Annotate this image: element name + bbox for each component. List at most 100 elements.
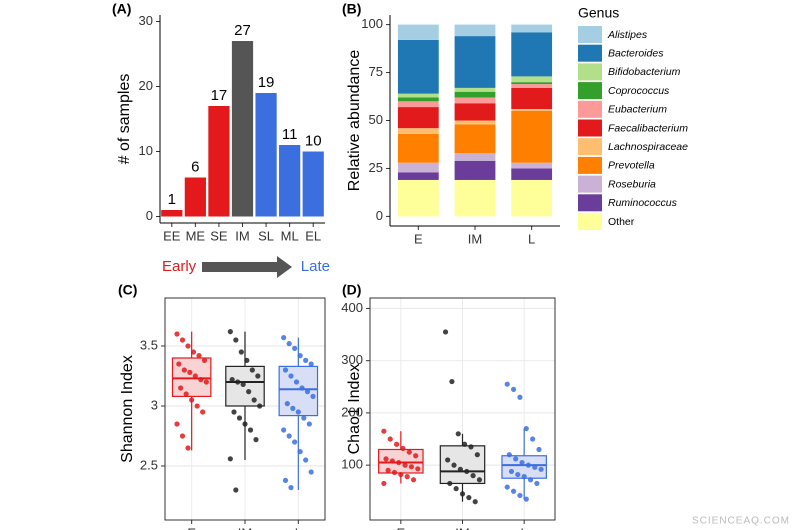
point — [472, 499, 478, 505]
y-tick-label: 20 — [139, 78, 153, 93]
legend-swatch — [578, 119, 602, 137]
point — [281, 335, 287, 341]
box — [278, 365, 319, 417]
point — [174, 331, 180, 337]
point — [474, 452, 480, 458]
legend-swatch — [578, 100, 602, 118]
box — [439, 445, 486, 485]
legend-label: Other — [608, 216, 635, 228]
bar — [255, 93, 277, 217]
x-tick-label: E — [396, 525, 405, 530]
bar-segment — [511, 162, 553, 169]
point — [536, 446, 542, 453]
legend-swatch — [578, 175, 602, 193]
point — [288, 485, 294, 491]
bar-segment — [397, 179, 439, 217]
legend-label: Ruminococcus — [608, 197, 678, 209]
legend-swatch — [578, 213, 602, 230]
point — [253, 437, 259, 443]
bar-segment — [454, 120, 496, 125]
y-tick-label: 10 — [139, 143, 153, 158]
point — [445, 457, 451, 463]
bar-segment — [454, 179, 496, 217]
legend-label: Lachnospiraceae — [608, 141, 688, 153]
bar-segment — [397, 39, 439, 94]
legend-label: Roseburia — [608, 178, 656, 190]
bar — [161, 210, 183, 217]
point — [303, 357, 309, 363]
bar-segment — [397, 107, 439, 129]
value-label: 19 — [258, 74, 275, 91]
point — [293, 379, 300, 385]
point — [521, 474, 527, 480]
bar-segment — [511, 76, 553, 83]
x-tick-label: E — [187, 525, 196, 530]
point — [200, 409, 206, 415]
point — [504, 484, 510, 490]
point — [381, 428, 387, 434]
point — [525, 462, 532, 468]
value-label: 17 — [211, 87, 228, 104]
bar-segment — [397, 172, 439, 180]
bar — [184, 177, 206, 217]
y-tick-label: 3.5 — [140, 337, 158, 352]
y-tick-label: 25 — [369, 160, 383, 175]
x-tick-label: SE — [210, 228, 228, 243]
arrow-head — [277, 256, 292, 278]
bar-segment — [511, 108, 553, 111]
x-tick-label: SL — [258, 228, 274, 243]
point — [464, 468, 470, 475]
point — [510, 386, 517, 393]
point — [227, 456, 233, 462]
point — [236, 415, 243, 421]
point — [249, 367, 255, 373]
x-tick-label: L — [528, 231, 535, 246]
y-axis-label: Shannon Index — [119, 355, 136, 463]
panel-label: (B) — [342, 1, 361, 17]
point — [442, 329, 449, 335]
bar-segment — [454, 91, 496, 98]
bar-segment — [454, 87, 496, 92]
point — [402, 462, 408, 468]
point — [410, 477, 417, 483]
point — [415, 466, 421, 472]
legend-label: Faecalibacterium — [608, 122, 688, 134]
y-tick-label: 100 — [341, 457, 363, 472]
x-tick-label: IM — [235, 228, 249, 243]
point — [189, 397, 195, 403]
point — [297, 353, 303, 359]
bar-segment — [397, 133, 439, 163]
point — [176, 361, 182, 367]
value-label: 27 — [234, 22, 251, 39]
panel-label: (A) — [112, 1, 131, 17]
point — [229, 377, 235, 383]
point — [449, 378, 455, 385]
bar-segment — [397, 93, 439, 98]
value-label: 10 — [305, 132, 322, 149]
point — [455, 431, 461, 437]
bar — [231, 41, 254, 217]
point — [255, 373, 261, 379]
bar-segment — [511, 87, 553, 109]
watermark: SCIENCEAQ.COM — [692, 516, 790, 527]
panel-border — [164, 297, 326, 521]
point — [476, 477, 483, 483]
panel-border — [369, 297, 556, 521]
point — [244, 357, 250, 363]
point — [178, 385, 184, 391]
point — [297, 449, 303, 455]
bar-segment — [397, 128, 439, 134]
legend-label: Bacteroides — [608, 47, 664, 59]
point — [286, 341, 292, 347]
x-tick-label: ME — [186, 228, 206, 243]
bar-segment — [511, 24, 553, 33]
point — [301, 415, 307, 421]
point — [185, 445, 191, 451]
point — [308, 361, 314, 367]
point — [281, 427, 287, 433]
point — [282, 477, 289, 483]
point — [470, 473, 476, 479]
point — [519, 459, 525, 466]
point — [515, 471, 521, 478]
bar — [208, 106, 230, 217]
